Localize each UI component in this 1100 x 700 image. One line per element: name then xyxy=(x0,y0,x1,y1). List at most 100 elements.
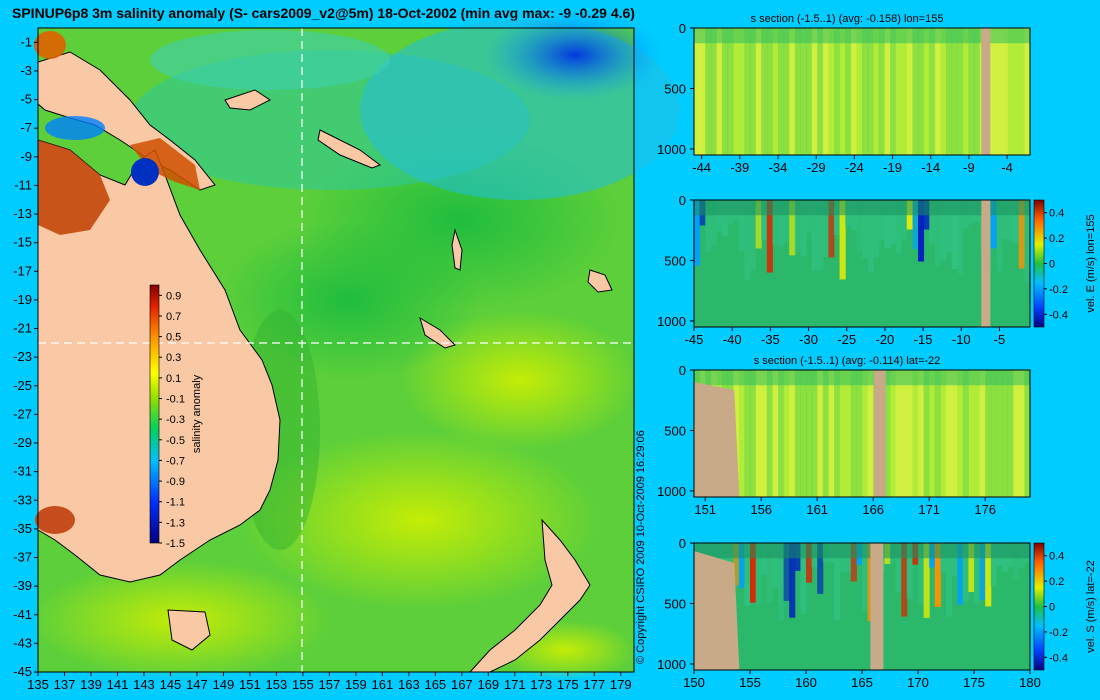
section-streak xyxy=(755,28,762,155)
section-streak xyxy=(951,200,958,270)
section-streak xyxy=(996,200,1003,272)
section-streak xyxy=(850,28,857,155)
section-streak xyxy=(806,370,813,497)
section-streak xyxy=(951,370,958,497)
section-streak xyxy=(828,200,835,258)
section-land xyxy=(873,370,886,497)
section-frame xyxy=(693,27,1031,156)
lon-tick-label: 161 xyxy=(372,677,394,692)
new-zealand xyxy=(468,518,591,673)
section-streak xyxy=(1013,543,1020,578)
section-panel-2: -45 -40 -35 -30 -25 -20 -15 -10 -5 0 500 1000 0.4 0.2… xyxy=(657,193,1097,347)
section-streak xyxy=(761,200,768,241)
new-britain xyxy=(224,89,271,111)
section-y-tick-label: 0 xyxy=(679,536,686,551)
section-x-tick-label: -29 xyxy=(807,160,826,175)
section-streak xyxy=(755,200,762,249)
section-streak xyxy=(912,200,919,250)
section-x-tick-label: 156 xyxy=(750,502,772,517)
section-streak xyxy=(794,200,801,252)
section-streak xyxy=(895,370,902,497)
colorbar-tick-label: 0.1 xyxy=(166,373,181,385)
section-x-tick-label: -34 xyxy=(769,160,788,175)
lat-tick-label: -3 xyxy=(20,63,32,78)
section-streak xyxy=(755,543,762,605)
section-streak xyxy=(1007,200,1014,242)
colorbar-tick-label: -0.3 xyxy=(166,414,185,426)
velocity-colorbar-tick-label: -0.2 xyxy=(1049,627,1068,639)
section-streak xyxy=(968,370,975,497)
velocity-colorbar-tick-label: 0.2 xyxy=(1049,576,1064,588)
section-streak xyxy=(951,28,958,155)
section-title: s section (-1.5..1) (avg: -0.158) lon=15… xyxy=(751,13,944,25)
velocity-colorbar-tick-label: 0.4 xyxy=(1049,551,1064,563)
section-streak xyxy=(845,370,852,497)
section-streak xyxy=(766,28,773,155)
lat-tick-label: -35 xyxy=(13,521,32,536)
section-streak xyxy=(962,28,969,155)
section-land xyxy=(981,28,991,155)
section-x-tick-label: -45 xyxy=(685,332,704,347)
section-streak xyxy=(884,370,891,497)
section-frame xyxy=(693,199,1031,328)
section-streak xyxy=(974,28,981,155)
section-streak xyxy=(1002,28,1009,155)
section-y-tick-label: 1000 xyxy=(657,484,686,499)
velocity-colorbar-label: vel. E (m/s) lon=155 xyxy=(1085,214,1097,312)
lon-tick-label: 167 xyxy=(451,677,473,692)
section-streak xyxy=(789,543,796,618)
section-x-tick-label: 170 xyxy=(907,675,929,690)
section-streak xyxy=(912,370,919,497)
section-streak xyxy=(862,370,869,497)
section-streak xyxy=(878,200,885,241)
velocity-colorbar-tick-label: 0.2 xyxy=(1049,233,1064,245)
section-streak xyxy=(800,28,807,155)
section-streak xyxy=(766,200,773,273)
section-frame xyxy=(693,369,1031,498)
section-surface-band xyxy=(694,543,1030,559)
map-panel: 135 137 139 141 143 145 147 149 151 153 155 157 159 1… xyxy=(13,10,680,692)
section-streak xyxy=(817,370,824,497)
lat-tick-label: -17 xyxy=(13,263,32,278)
section-streak xyxy=(733,543,740,586)
section-streak xyxy=(884,200,891,249)
section-title: s section (-1.5..1) (avg: -0.114) lat=-2… xyxy=(754,355,941,367)
section-x-tick-label: -24 xyxy=(845,160,864,175)
section-streak xyxy=(906,370,913,497)
lat-tick-label: -1 xyxy=(20,34,32,49)
section-streak xyxy=(1007,370,1014,497)
section-streak xyxy=(806,543,813,583)
section-streak xyxy=(985,370,992,497)
colorbar-tick-label: 0.7 xyxy=(166,311,181,323)
section-streak xyxy=(901,200,908,240)
copyright-text: © Copyright CSIRO 2009 10-Oct-2009 16:29… xyxy=(635,430,647,664)
map-lat-ticks: -1 -3 -5 -7 -9 -11 -13 -15 -17 -19 -21 -23 -25 -27 -29… xyxy=(13,34,38,679)
section-streak xyxy=(862,200,869,259)
lat-tick-label: -33 xyxy=(13,492,32,507)
velocity-colorbar xyxy=(1033,542,1045,671)
section-streak xyxy=(856,370,863,497)
section-y-tick-label: 1000 xyxy=(657,142,686,157)
colorbar-tick-label: -1.5 xyxy=(166,538,185,550)
lon-tick-label: 145 xyxy=(160,677,182,692)
section-streak xyxy=(1018,370,1025,497)
section-streak xyxy=(778,370,785,497)
lat-tick-label: -15 xyxy=(13,235,32,250)
section-streak xyxy=(996,370,1003,497)
section-streak xyxy=(794,370,801,497)
section-streak xyxy=(699,28,706,155)
section-land xyxy=(694,551,740,670)
velocity-colorbar-tick-label: 0 xyxy=(1049,602,1055,614)
lat-tick-label: -37 xyxy=(13,550,32,565)
colorbar-tick-label: 0.5 xyxy=(166,332,181,344)
section-streak xyxy=(716,200,723,232)
section-streak xyxy=(979,370,986,497)
section-streak xyxy=(834,200,841,235)
section-streak xyxy=(940,370,947,497)
section-streak xyxy=(817,543,824,594)
section-streak xyxy=(1024,200,1031,282)
section-streak xyxy=(923,28,930,155)
lat-tick-label: -19 xyxy=(13,292,32,307)
section-streak xyxy=(974,543,981,605)
section-streak xyxy=(890,370,897,497)
